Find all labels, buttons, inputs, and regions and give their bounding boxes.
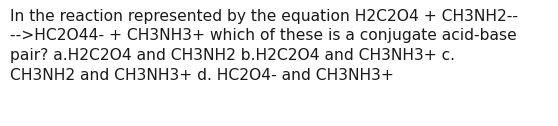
Text: In the reaction represented by the equation H2C2O4 + CH3NH2--
-->HC2O44- + CH3NH: In the reaction represented by the equat…	[10, 9, 518, 83]
